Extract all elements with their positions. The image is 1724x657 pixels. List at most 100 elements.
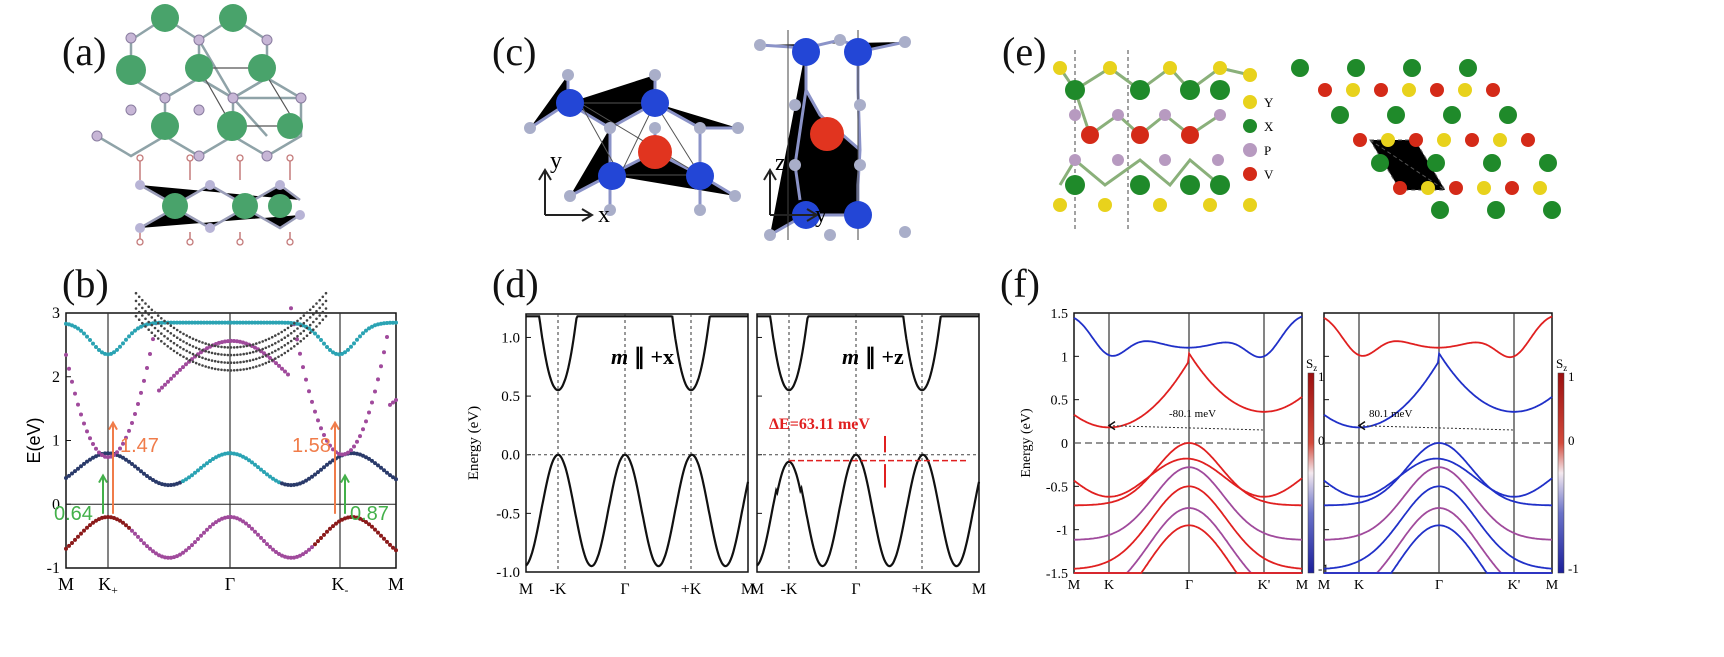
band-dot-upper xyxy=(245,359,249,363)
y-tick-label: 0.0 xyxy=(501,448,520,464)
atom-p xyxy=(1212,154,1224,166)
band-dot-conduction xyxy=(118,446,122,451)
band-dot-upper xyxy=(207,366,211,369)
band-dot-conduction xyxy=(235,339,239,344)
atom-x xyxy=(1539,154,1557,172)
band-dot-upper xyxy=(141,298,144,302)
band-dot-upper xyxy=(166,337,169,340)
band-dot-valence xyxy=(205,527,209,532)
band-dot-top xyxy=(343,350,347,355)
band-dot-conduction xyxy=(373,389,377,394)
band-dot-upper xyxy=(299,317,303,320)
band-dot-valence xyxy=(343,516,347,521)
band-dot-conduction xyxy=(85,429,89,434)
band-dot-upper xyxy=(280,346,284,349)
band-dot-upper xyxy=(166,322,169,325)
colorbar-tick: 0 xyxy=(1568,433,1575,448)
band-dot-upper xyxy=(147,328,150,332)
band-dot-valence xyxy=(238,517,242,522)
band-dot-upper xyxy=(198,363,201,366)
band-dot-top xyxy=(361,331,365,336)
x-tick-label: M xyxy=(519,581,533,598)
band-dot-upper xyxy=(220,368,223,372)
legend-marker-x xyxy=(1243,119,1257,133)
band-dot-conduction xyxy=(133,412,137,416)
band-dot-top xyxy=(211,320,215,325)
atom-v xyxy=(1131,126,1149,144)
conduction-band-b xyxy=(1073,315,1303,359)
band-dot-upper xyxy=(251,366,255,369)
band-dot-upper xyxy=(160,324,163,328)
x-tick-label: K xyxy=(1354,578,1364,593)
band-dot-upper xyxy=(201,348,204,352)
band-dot-upper xyxy=(315,325,318,328)
band-dot-top xyxy=(79,328,83,333)
band-dot-top xyxy=(112,350,116,355)
band-dot-valence xyxy=(154,551,158,556)
band-dot-upper xyxy=(236,368,239,372)
band-dot-upper xyxy=(280,330,284,334)
band-dot-valence xyxy=(334,521,338,526)
x-tick-label: Γ xyxy=(620,581,629,598)
band-dot-valence xyxy=(355,515,359,520)
band-dot-valence xyxy=(253,529,257,534)
band-dot-upper xyxy=(308,331,312,335)
band-dot-upper xyxy=(223,361,226,364)
band-dot-top xyxy=(274,320,278,325)
atom-y xyxy=(1477,181,1491,195)
band-dot-upper xyxy=(147,313,150,316)
band-dot-top xyxy=(124,337,128,342)
band-dot-upper xyxy=(293,345,296,348)
band-dot-upper xyxy=(137,295,141,299)
band-dot-upper xyxy=(144,325,147,328)
band-dot-top xyxy=(364,328,368,333)
band-dot-valence xyxy=(388,542,392,547)
band-dot-upper xyxy=(267,337,271,341)
x-tick-label: M xyxy=(1318,578,1331,593)
band-dot-valence xyxy=(352,515,356,520)
atom-y xyxy=(1458,83,1472,97)
atom-x xyxy=(1130,80,1150,100)
band-dot-valence xyxy=(223,515,227,520)
band-dot-upper xyxy=(315,302,318,305)
band-dot-upper xyxy=(198,355,201,359)
band-dot-valence xyxy=(382,536,386,541)
band-dot-valence xyxy=(142,541,146,546)
colorbar-tick: 1 xyxy=(1568,369,1575,384)
band-dot-conduction xyxy=(388,402,392,407)
legend-label-p: P xyxy=(1264,143,1271,158)
band-dot-upper xyxy=(175,336,179,340)
band-dot-b2 xyxy=(391,475,395,480)
band-dot-upper xyxy=(242,368,245,371)
band-dot-b2 xyxy=(325,462,329,467)
band-dot-upper xyxy=(217,345,220,348)
band-dot-valence xyxy=(289,555,293,560)
band-dot-upper xyxy=(254,365,258,368)
band-dot-upper xyxy=(293,322,296,325)
band-dot-upper xyxy=(280,338,284,342)
atom-x xyxy=(1543,201,1561,219)
band-dot-upper xyxy=(251,350,255,354)
band-dot-conduction xyxy=(316,418,320,423)
band-dot-conduction xyxy=(91,442,95,446)
band-dot-top xyxy=(139,324,143,329)
band-dot-conduction xyxy=(145,366,149,370)
band-dot-b2 xyxy=(382,468,386,473)
band-dot-upper xyxy=(220,360,223,364)
band-dot-upper xyxy=(258,348,261,352)
atom-x xyxy=(1331,106,1349,124)
band-dot-top xyxy=(130,331,134,336)
band-dot-upper xyxy=(293,329,296,333)
band-dot-valence xyxy=(103,515,107,520)
band-dot-upper xyxy=(194,354,198,357)
band-dot-top xyxy=(214,320,218,325)
band-dot-valence xyxy=(85,525,89,530)
colorbar-tick: -1 xyxy=(1568,561,1579,576)
x-tick-label: M xyxy=(750,581,764,598)
band-dot-b2 xyxy=(253,462,257,467)
band-dot-upper xyxy=(163,319,166,323)
y-tick-label: 3 xyxy=(52,305,60,322)
band-dot-valence xyxy=(202,530,206,535)
gap-label-1: 1.47 xyxy=(120,435,159,457)
band-dot-upper xyxy=(239,360,242,364)
